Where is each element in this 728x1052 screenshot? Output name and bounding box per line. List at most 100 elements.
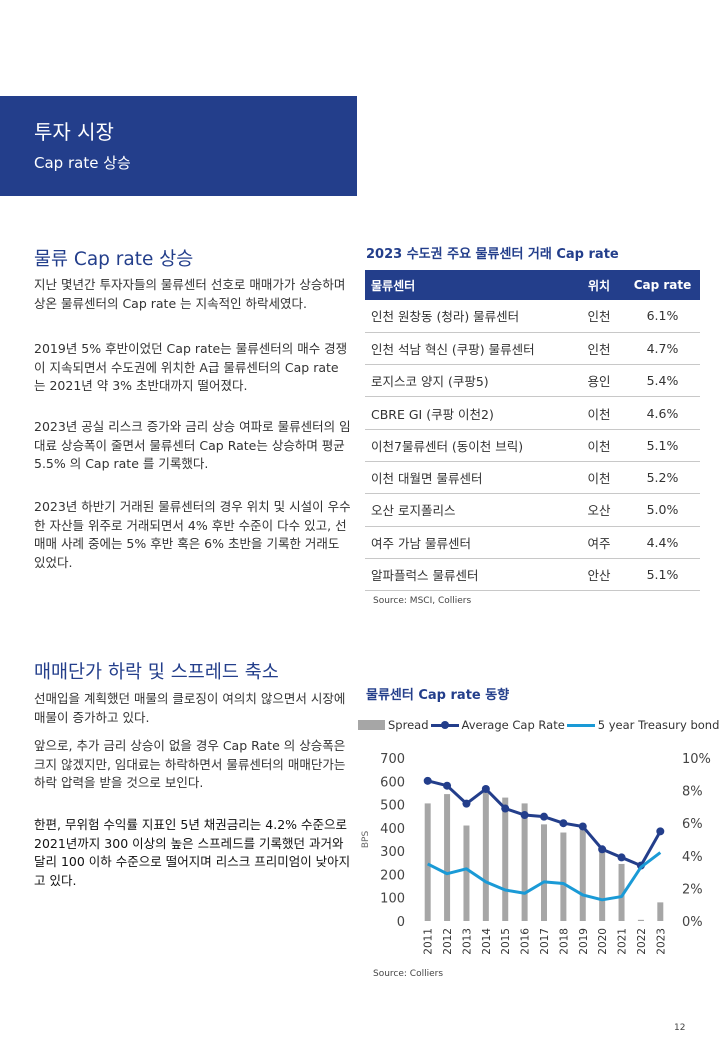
cell-center: CBRE GI (쿠팡 이천2) <box>365 396 573 430</box>
y2-tick-label: 10% <box>682 752 711 767</box>
cap-rate-point <box>559 819 568 828</box>
cell-center: 오산 로지폴리스 <box>365 493 573 527</box>
cap-rate-point <box>540 812 548 821</box>
x-tick-label: 2011 <box>423 928 435 955</box>
cell-caprate: 5.1% <box>625 558 700 592</box>
table-row: 로지스코 양지 (쿠팡5) 용인 5.4% <box>365 364 700 398</box>
section1-paragraph-2: 2019년 5% 후반이었던 Cap rate는 물류센터의 매수 경쟁이 지속… <box>34 341 348 393</box>
cell-center: 이천 대월면 물류센터 <box>365 461 573 495</box>
x-tick-label: 2012 <box>442 928 454 955</box>
cell-center: 인천 원창동 (청라) 물류센터 <box>365 300 573 333</box>
table-row: 인천 원창동 (청라) 물류센터 인천 6.1% <box>365 300 700 333</box>
cell-caprate: 4.4% <box>625 526 700 559</box>
cap-rate-point <box>462 799 471 808</box>
cell-location: 이천 <box>573 461 625 495</box>
legend-spread-swatch <box>358 720 385 730</box>
y2-tick-label: 2% <box>682 882 703 897</box>
y-tick-label: 0 <box>397 915 405 930</box>
x-tick-label: 2020 <box>597 928 609 955</box>
x-tick-label: 2017 <box>539 928 551 955</box>
section1-heading: 물류 Cap rate 상승 <box>34 249 194 270</box>
section2-heading: 매매단가 하락 및 스프레드 축소 <box>34 662 279 683</box>
table-row: 이천 대월면 물류센터 이천 5.2% <box>365 461 700 495</box>
banner-title: 투자 시장 <box>34 120 114 144</box>
cell-caprate: 4.7% <box>625 332 700 366</box>
cap-rate-point <box>481 784 490 793</box>
x-tick-label: 2016 <box>520 928 532 955</box>
cell-caprate: 5.2% <box>625 461 700 495</box>
legend-treasury-swatch <box>566 723 595 727</box>
cell-center: 이천7물류센터 (동이천 브릭) <box>365 429 573 462</box>
table-row: 인천 석남 혁신 (쿠팡) 물류센터 인천 4.7% <box>365 332 700 366</box>
table-source: Source: MSCI, Colliers <box>373 596 472 606</box>
cap-rate-point <box>443 781 452 790</box>
table-header-center: 물류센터 <box>365 270 573 300</box>
cell-location: 이천 <box>573 429 625 462</box>
legend-spread: Spread <box>358 718 429 732</box>
y-tick-label: 600 <box>380 775 405 790</box>
x-tick-label: 2023 <box>655 928 667 955</box>
y2-tick-label: 0% <box>682 915 703 930</box>
cell-location: 이천 <box>573 396 625 430</box>
table-row: CBRE GI (쿠팡 이천2) 이천 4.6% <box>365 396 700 430</box>
section2-paragraph-2: 앞으로, 추가 금리 상승이 없을 경우 Cap Rate 의 상승폭은 크지 … <box>34 738 346 790</box>
cell-location: 용인 <box>573 364 625 398</box>
y-tick-label: 100 <box>380 892 405 907</box>
table-row: 오산 로지폴리스 오산 5.0% <box>365 493 700 527</box>
legend-cap-rate-swatch <box>430 721 459 729</box>
cell-center: 여주 가남 물류센터 <box>365 526 573 559</box>
spread-bar <box>637 919 644 921</box>
spread-bar <box>579 825 586 921</box>
table-row: 이천7물류센터 (동이천 브릭) 이천 5.1% <box>365 429 700 462</box>
section-banner: 투자 시장 Cap rate 상승 <box>0 96 357 196</box>
table-row: 여주 가남 물류센터 여주 4.4% <box>365 526 700 559</box>
x-tick-label: 2013 <box>461 928 473 955</box>
x-tick-label: 2022 <box>636 928 648 955</box>
y2-tick-label: 4% <box>682 850 703 865</box>
table-header-row: 물류센터 위치 Cap rate <box>365 270 700 300</box>
cap-rate-trend-chart: 0 100 200 300 400 500 600 700 0% 2% 4% 6% 8% 10% BPS 20… <box>361 752 711 955</box>
spread-bar <box>521 803 528 921</box>
cell-caprate: 5.1% <box>625 429 700 462</box>
spread-bar <box>444 794 451 921</box>
section2-paragraph-3: 한편, 무위험 수익률 지표인 5년 채권금리는 4.2% 수준으로 2021년… <box>34 817 351 888</box>
cell-center: 알파플럭스 물류센터 <box>365 558 573 592</box>
spread-bar <box>541 824 547 921</box>
cell-caprate: 4.6% <box>625 396 700 430</box>
section2-paragraph-1: 선매입을 계획했던 매물의 클로징이 여의치 않으면서 시장에 매물이 증가하고… <box>34 691 346 725</box>
cap-rate-point <box>520 811 529 820</box>
cap-rate-point <box>501 804 510 813</box>
y-axis-label: BPS <box>361 831 371 849</box>
y2-tick-label: 8% <box>682 785 703 800</box>
spread-bar <box>482 789 489 921</box>
spread-bar <box>502 797 509 921</box>
legend-cap-rate: Average Cap Rate <box>430 718 565 732</box>
cell-location: 인천 <box>573 332 625 366</box>
section1-paragraph-4: 2023년 하반기 거래된 물류센터의 경우 위치 및 시설이 우수한 자산들 … <box>34 499 351 570</box>
section1-paragraph-1: 지난 몇년간 투자자들의 물류센터 선호로 매매가가 상승하며 상온 물류센터의… <box>34 277 346 311</box>
y-tick-label: 300 <box>380 845 405 860</box>
spread-bar <box>424 803 431 921</box>
x-tick-label: 2019 <box>578 928 590 955</box>
spread-bar <box>618 863 625 921</box>
table-header-caprate: Cap rate <box>625 270 700 300</box>
legend-treasury-label: 5 year Treasury bond <box>597 718 720 732</box>
cell-center: 인천 석남 혁신 (쿠팡) 물류센터 <box>365 332 573 366</box>
banner-subtitle: Cap rate 상승 <box>34 154 131 172</box>
table-row: 알파플럭스 물류센터 안산 5.1% <box>365 558 700 592</box>
spread-bar <box>560 832 567 921</box>
cell-location: 안산 <box>573 558 625 592</box>
section1-paragraph-3: 2023년 공실 리스크 증가와 금리 상승 여파로 물류센터의 임대료 상승폭… <box>34 419 351 471</box>
cell-location: 인천 <box>573 300 625 333</box>
cell-center: 로지스코 양지 (쿠팡5) <box>365 364 573 398</box>
cell-caprate: 6.1% <box>625 300 700 333</box>
x-tick-label: 2014 <box>481 928 493 955</box>
legend-spread-label: Spread <box>388 718 429 732</box>
chart-source: Source: Colliers <box>373 969 444 979</box>
y-tick-label: 700 <box>380 752 405 767</box>
spread-bar <box>463 825 470 921</box>
cap-rate-point <box>578 822 587 831</box>
cell-caprate: 5.4% <box>625 364 700 398</box>
legend-treasury: 5 year Treasury bond <box>566 718 720 732</box>
legend-cap-rate-label: Average Cap Rate <box>461 718 565 732</box>
